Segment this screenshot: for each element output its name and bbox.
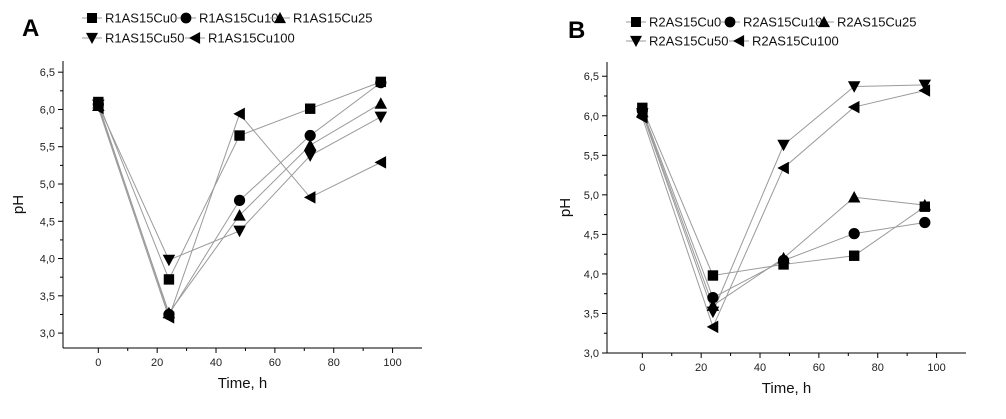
data-point-R2AS15Cu100 [636, 111, 648, 124]
legend-marker [733, 35, 745, 47]
x-tick-label: 80 [872, 362, 884, 374]
y-tick-label: 5,5 [40, 142, 55, 154]
data-point-R1AS15Cu0 [234, 130, 245, 141]
y-tick-label: 6,5 [40, 67, 55, 79]
legend-marker [86, 32, 98, 44]
legend-marker [274, 12, 286, 24]
legend: R1AS15Cu0 R1AS15Cu10 R1AS15Cu25 R1AS15Cu50 R… [82, 11, 373, 46]
x-tick-label: 40 [754, 362, 766, 374]
data-point-R2AS15Cu100 [777, 161, 789, 175]
x-tick-label: 40 [210, 357, 222, 369]
x-tick-label: 0 [639, 362, 645, 374]
data-point-R2AS15Cu50 [636, 108, 649, 120]
x-tick-label: 60 [269, 357, 281, 369]
y-tick-label: 5,0 [584, 190, 599, 202]
legend-label: R1AS15Cu25 [293, 11, 373, 26]
data-point-R2AS15Cu10 [919, 216, 931, 229]
data-point-R2AS15Cu10 [848, 227, 860, 240]
legend-marker [631, 17, 641, 27]
panel-letter: B [568, 17, 585, 44]
x-tick-label: 100 [927, 362, 945, 374]
y-tick-label: 6,0 [584, 111, 599, 123]
data-point-R1AS15Cu25 [233, 209, 246, 221]
data-point-R2AS15Cu100 [847, 100, 860, 114]
y-tick-label: 5,5 [584, 150, 599, 162]
data-point-R1AS15Cu100 [303, 191, 316, 204]
x-axis-title: Time, h [762, 380, 811, 397]
data-point-R1AS15Cu0 [304, 103, 316, 114]
data-point-R2AS15Cu50 [777, 139, 790, 152]
legend-marker [189, 32, 201, 44]
y-tick-label: 5,0 [40, 179, 55, 191]
legend-label: R2AS15Cu25 [837, 15, 917, 30]
data-point-R1AS15Cu50 [162, 254, 176, 267]
data-point-R1AS15Cu100 [92, 101, 104, 115]
data-point-R2AS15Cu0 [707, 270, 719, 281]
data-point-R1AS15Cu50 [374, 111, 388, 124]
y-tick-label: 4,5 [40, 216, 55, 228]
x-tick-label: 20 [695, 362, 707, 374]
data-point-R1AS15Cu100 [162, 311, 175, 324]
x-tick-label: 0 [95, 357, 101, 369]
legend-label: R1AS15Cu10 [199, 11, 279, 26]
y-tick-label: 3,0 [584, 348, 599, 360]
y-tick-label: 6,5 [584, 71, 599, 83]
y-tick-label: 4,0 [40, 254, 55, 266]
panel-b: B 0 20 40 60 80 100 3,0 3,5 4,0 4,5 5,0 5,5 6,0 6,5 Tim… [557, 15, 966, 397]
y-tick-label: 4,0 [584, 269, 599, 281]
x-tick-label: 20 [151, 357, 163, 369]
data-point-R1AS15Cu50 [303, 150, 317, 162]
panel-letter: A [22, 15, 39, 42]
y-tick-label: 4,5 [584, 229, 599, 241]
legend-label: R2AS15Cu10 [743, 15, 823, 30]
legend-marker [818, 16, 830, 28]
data-point-R1AS15Cu100 [233, 107, 245, 121]
panel-a: A 0 20 40 60 80 100 3,0 3,5 4,0 4,5 5,0 5,5 6,0 6,5 Tim… [10, 11, 422, 392]
x-axis-title: Time, h [218, 375, 267, 392]
data-point-R1AS15Cu50 [233, 225, 246, 238]
data-point-R2AS15Cu100 [918, 84, 931, 97]
data-point-R2AS15Cu25 [777, 251, 790, 264]
x-tick-label: 60 [813, 362, 825, 374]
data-point-R2AS15Cu25 [918, 198, 932, 211]
data-point-R1AS15Cu25 [303, 138, 317, 151]
legend-label: R1AS15Cu0 [105, 11, 177, 26]
y-axis-title: pH [557, 198, 574, 217]
legend-label: R1AS15Cu100 [208, 31, 295, 46]
data-point-R1AS15Cu10 [304, 129, 316, 142]
legend-marker [180, 12, 192, 24]
data-point-R1AS15Cu10 [375, 77, 387, 89]
y-tick-label: 3,5 [584, 308, 599, 320]
x-tick-label: 80 [328, 357, 340, 369]
data-point-R2AS15Cu50 [918, 79, 932, 92]
data-point-R2AS15Cu100 [706, 320, 719, 334]
legend-label: R2AS15Cu0 [649, 15, 721, 30]
legend-label: R2AS15Cu50 [649, 34, 729, 49]
data-point-R2AS15Cu50 [706, 306, 720, 319]
legend-label: R2AS15Cu100 [752, 34, 839, 49]
data-point-R2AS15Cu50 [847, 81, 861, 93]
y-tick-label: 3,0 [40, 328, 55, 340]
data-point-R1AS15Cu25 [374, 97, 388, 109]
data-point-R2AS15Cu25 [847, 190, 861, 203]
series-line-R2AS15Cu0 [641, 107, 926, 277]
data-point-R1AS15Cu0 [163, 274, 175, 285]
legend: R2AS15Cu0 R2AS15Cu10 R2AS15Cu25 R2AS15Cu50 R… [626, 15, 917, 49]
y-axis-title: pH [10, 195, 27, 214]
x-tick-label: 100 [383, 357, 401, 369]
legend-marker [87, 13, 97, 23]
series-line-R2AS15Cu50 [641, 84, 925, 314]
legend-label: R1AS15Cu50 [105, 31, 185, 46]
data-point-R1AS15Cu100 [374, 156, 387, 169]
data-point-R2AS15Cu0 [848, 250, 860, 261]
data-point-R2AS15Cu10 [707, 292, 719, 304]
legend-marker [724, 16, 736, 28]
data-point-R1AS15Cu10 [233, 194, 246, 207]
legend-marker [630, 35, 642, 47]
y-tick-label: 6,0 [40, 104, 55, 116]
y-tick-label: 3,5 [40, 291, 55, 303]
